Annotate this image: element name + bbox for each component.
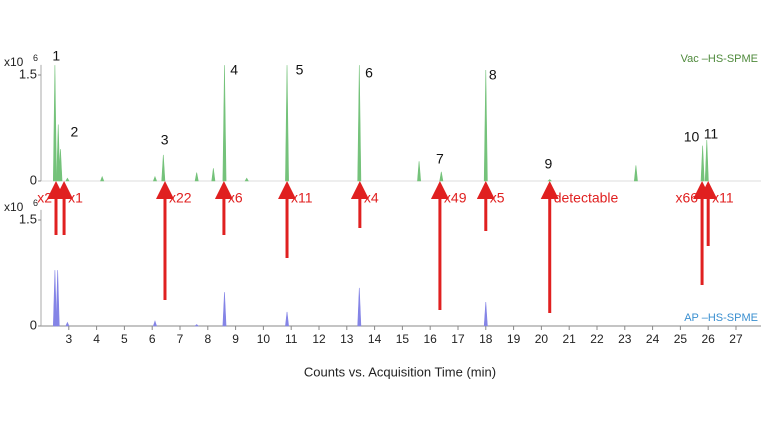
x-axis-title: Counts vs. Acquisition Time (min) xyxy=(304,364,496,379)
fold-label: x22 xyxy=(169,190,192,206)
x-tick-label: 12 xyxy=(312,332,326,346)
fold-label: x5 xyxy=(490,190,505,206)
y-multiplier: x10 xyxy=(4,200,24,214)
peak xyxy=(700,145,705,182)
peak xyxy=(211,168,216,182)
x-tick-label: 4 xyxy=(93,332,100,346)
peak xyxy=(483,70,488,182)
x-tick-label: 16 xyxy=(424,332,438,346)
peak xyxy=(285,65,289,182)
panel-label: AP –HS-SPME xyxy=(684,312,758,324)
x-tick-label: 19 xyxy=(507,332,521,346)
x-tick-label: 23 xyxy=(618,332,632,346)
peak xyxy=(65,177,70,182)
peak xyxy=(547,179,553,182)
peak-label: 5 xyxy=(296,62,304,78)
x-tick-label: 3 xyxy=(65,332,72,346)
peak-label: 6 xyxy=(365,65,373,81)
peak-label: 9 xyxy=(544,156,552,172)
x-tick-label: 5 xyxy=(121,332,128,346)
peak xyxy=(194,324,200,327)
x-tick-label: 20 xyxy=(535,332,549,346)
peak xyxy=(633,165,638,182)
peak xyxy=(357,287,362,327)
x-tick-label: 11 xyxy=(285,332,298,346)
x-tick-label: 8 xyxy=(204,332,211,346)
x-tick-label: 7 xyxy=(177,332,184,346)
x-tick-label: 24 xyxy=(646,332,660,346)
fold-label: x49 xyxy=(444,190,467,206)
peak-label: 10 xyxy=(684,129,700,145)
x-tick-label: 22 xyxy=(590,332,604,346)
peak xyxy=(222,292,227,327)
x-tick-label: 6 xyxy=(149,332,156,346)
fold-label: x2 xyxy=(37,190,52,206)
x-tick-label: 27 xyxy=(729,332,743,346)
peak-label: 3 xyxy=(161,132,169,148)
peak-label: 7 xyxy=(436,151,444,167)
x-tick-label: 17 xyxy=(451,332,465,346)
peak xyxy=(52,270,57,327)
fold-label: x66 xyxy=(675,190,698,206)
fold-label: x4 xyxy=(364,190,379,206)
y-tick-label: 1.5 xyxy=(19,66,37,81)
x-tick-label: 26 xyxy=(702,332,716,346)
fold-label: x6 xyxy=(228,190,243,206)
peak xyxy=(55,270,60,327)
y-tick-label: 0 xyxy=(30,172,37,187)
x-tick-label: 13 xyxy=(340,332,354,346)
x-tick-label: 14 xyxy=(368,332,382,346)
x-tick-label: 15 xyxy=(396,332,410,346)
x-tick-label: 21 xyxy=(563,332,577,346)
peak xyxy=(161,154,166,182)
peak xyxy=(222,65,227,182)
peak-label: 1 xyxy=(52,48,60,64)
panel-label: Vac –HS-SPME xyxy=(681,53,758,65)
peak xyxy=(704,139,709,182)
x-tick-label: 25 xyxy=(674,332,688,346)
peak xyxy=(483,301,488,327)
fold-label: detectable xyxy=(554,190,619,206)
peak xyxy=(244,177,249,182)
fold-label: x11 xyxy=(712,190,734,206)
peak xyxy=(194,172,199,182)
peak-label: 8 xyxy=(489,67,497,83)
peak-label: 11 xyxy=(704,126,719,142)
peak-label: 4 xyxy=(230,62,238,78)
x-tick-label: 9 xyxy=(232,332,239,346)
peak-label: 2 xyxy=(70,124,78,140)
fold-label: x1 xyxy=(68,190,83,206)
peak xyxy=(152,175,158,182)
peak xyxy=(439,171,444,182)
peak xyxy=(100,175,105,182)
fold-label: x11 xyxy=(291,190,313,206)
y-multiplier: x10 xyxy=(4,55,24,69)
y-tick-label: 1.5 xyxy=(19,211,37,226)
x-tick-label: 10 xyxy=(257,332,271,346)
peak xyxy=(52,65,57,182)
y-exponent: 6 xyxy=(33,198,38,208)
y-tick-label: 0 xyxy=(30,317,37,332)
peak xyxy=(152,320,157,327)
peak xyxy=(357,65,362,182)
peak xyxy=(285,311,289,327)
peak xyxy=(417,161,421,182)
x-tick-label: 18 xyxy=(479,332,493,346)
peak xyxy=(65,321,70,327)
y-exponent: 6 xyxy=(33,53,38,63)
